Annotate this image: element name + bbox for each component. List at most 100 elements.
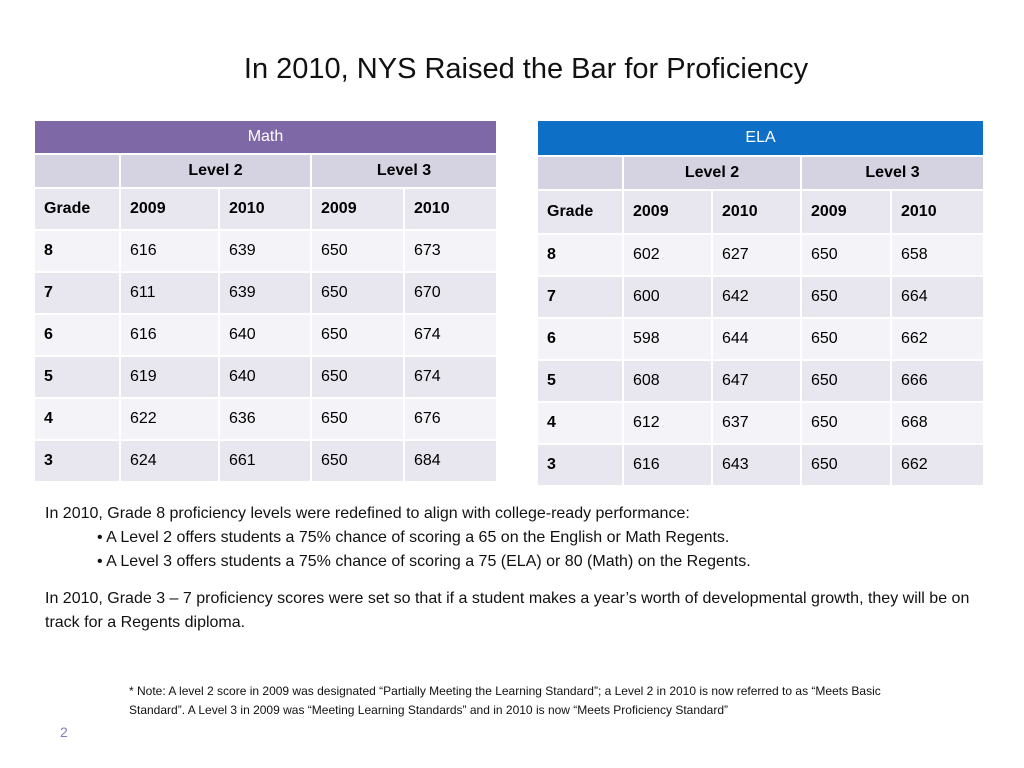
table-cell: 611 bbox=[119, 271, 220, 315]
table-cell: 650 bbox=[310, 313, 405, 357]
table-cell: 674 bbox=[403, 355, 498, 399]
column-header: 2009 bbox=[119, 187, 220, 231]
table-cell: 642 bbox=[711, 275, 802, 319]
ela-table-title: ELA bbox=[535, 119, 986, 157]
table-row: 8 616 639 650 673 bbox=[33, 229, 498, 273]
column-header: Grade bbox=[33, 187, 121, 231]
table-cell: 676 bbox=[403, 397, 498, 441]
table-cell: 668 bbox=[889, 401, 986, 445]
table-cell: 598 bbox=[622, 317, 713, 361]
table-row: 3 624 661 650 684 bbox=[33, 439, 498, 483]
math-table-title: Math bbox=[33, 119, 498, 155]
table-cell: 664 bbox=[889, 275, 986, 319]
table-row: 7 611 639 650 670 bbox=[33, 271, 498, 315]
table-cell: 650 bbox=[800, 401, 892, 445]
math-level3-header: Level 3 bbox=[310, 153, 498, 189]
table-row: 5 608 647 650 666 bbox=[536, 359, 986, 403]
table-row: 6 598 644 650 662 bbox=[536, 317, 986, 361]
grade-cell: 5 bbox=[33, 355, 121, 399]
math-level2-header: Level 2 bbox=[119, 153, 312, 189]
table-cell: 670 bbox=[403, 271, 498, 315]
table-cell: 650 bbox=[310, 397, 405, 441]
table-row: 7 600 642 650 664 bbox=[536, 275, 986, 319]
table-cell: 647 bbox=[711, 359, 802, 403]
table-cell: 644 bbox=[711, 317, 802, 361]
page-number: 2 bbox=[60, 724, 68, 740]
table-cell: 666 bbox=[889, 359, 986, 403]
table-cell: 661 bbox=[218, 439, 312, 483]
table-cell: 608 bbox=[622, 359, 713, 403]
footnote: * Note: A level 2 score in 2009 was desi… bbox=[129, 682, 1024, 720]
table-cell: 616 bbox=[622, 443, 713, 487]
table-cell: 650 bbox=[800, 233, 892, 277]
table-cell: 650 bbox=[310, 355, 405, 399]
grade-cell: 6 bbox=[33, 313, 121, 357]
slide-title: In 2010, NYS Raised the Bar for Proficie… bbox=[243, 53, 809, 85]
table-cell: 616 bbox=[119, 229, 220, 273]
table-cell: 640 bbox=[218, 313, 312, 357]
table-cell: 637 bbox=[711, 401, 802, 445]
bullet-level2: • A Level 2 offers students a 75% chance… bbox=[97, 529, 730, 546]
ela-table: ELA Level 2 Level 3 Grade 2009 2010 2009… bbox=[535, 119, 986, 487]
table-cell: 662 bbox=[889, 443, 986, 487]
table-cell: 650 bbox=[310, 271, 405, 315]
footnote-line-2: Standard”. A Level 3 in 2009 was “Meetin… bbox=[129, 703, 729, 717]
grade-cell: 7 bbox=[536, 275, 624, 319]
table-cell: 616 bbox=[119, 313, 220, 357]
table-cell: 627 bbox=[711, 233, 802, 277]
grade-cell: 4 bbox=[33, 397, 121, 441]
column-header: 2010 bbox=[711, 189, 802, 235]
growth-paragraph: In 2010, Grade 3 – 7 proficiency scores … bbox=[45, 590, 970, 631]
ela-level3-header: Level 3 bbox=[799, 155, 986, 191]
table-cell: 619 bbox=[119, 355, 220, 399]
grade-cell: 8 bbox=[536, 233, 624, 277]
table-cell: 650 bbox=[310, 229, 405, 273]
table-cell: 650 bbox=[800, 275, 892, 319]
column-header: 2010 bbox=[403, 187, 498, 231]
table-cell: 643 bbox=[711, 443, 802, 487]
footnote-line-1: * Note: A level 2 score in 2009 was desi… bbox=[129, 684, 881, 698]
table-cell: 650 bbox=[800, 443, 892, 487]
table-row: 3 616 643 650 662 bbox=[536, 443, 986, 487]
table-cell: 639 bbox=[218, 271, 312, 315]
table-cell: 650 bbox=[800, 359, 892, 403]
column-header: Grade bbox=[536, 189, 624, 235]
column-header: 2010 bbox=[218, 187, 312, 231]
table-cell: 624 bbox=[119, 439, 220, 483]
table-row: 8 602 627 650 658 bbox=[536, 233, 986, 277]
table-cell: 602 bbox=[622, 233, 713, 277]
bullet-level3: • A Level 3 offers students a 75% chance… bbox=[97, 553, 751, 570]
math-table: Math Level 2 Level 3 Grade 2009 2010 200… bbox=[33, 119, 498, 483]
table-cell: 600 bbox=[622, 275, 713, 319]
body-text: In 2010, Grade 8 proficiency levels were… bbox=[45, 502, 1005, 635]
table-cell: 612 bbox=[622, 401, 713, 445]
table-row: 4 622 636 650 676 bbox=[33, 397, 498, 441]
table-cell: 674 bbox=[403, 313, 498, 357]
level-header-blank bbox=[33, 153, 121, 189]
column-header: 2009 bbox=[800, 189, 892, 235]
table-cell: 639 bbox=[218, 229, 312, 273]
table-row: 4 612 637 650 668 bbox=[536, 401, 986, 445]
level-header-blank bbox=[536, 155, 624, 191]
grade-cell: 6 bbox=[536, 317, 624, 361]
table-cell: 658 bbox=[889, 233, 986, 277]
table-cell: 684 bbox=[403, 439, 498, 483]
table-cell: 622 bbox=[119, 397, 220, 441]
column-header: 2009 bbox=[622, 189, 713, 235]
table-cell: 650 bbox=[310, 439, 405, 483]
grade-cell: 8 bbox=[33, 229, 121, 273]
table-row: 6 616 640 650 674 bbox=[33, 313, 498, 357]
grade-cell: 3 bbox=[536, 443, 624, 487]
table-cell: 636 bbox=[218, 397, 312, 441]
grade-cell: 7 bbox=[33, 271, 121, 315]
table-cell: 673 bbox=[403, 229, 498, 273]
table-cell: 640 bbox=[218, 355, 312, 399]
column-header: 2010 bbox=[889, 189, 986, 235]
table-row: 5 619 640 650 674 bbox=[33, 355, 498, 399]
table-cell: 662 bbox=[889, 317, 986, 361]
grade-cell: 4 bbox=[536, 401, 624, 445]
grade-cell: 3 bbox=[33, 439, 121, 483]
grade-cell: 5 bbox=[536, 359, 624, 403]
table-cell: 650 bbox=[800, 317, 892, 361]
ela-level2-header: Level 2 bbox=[622, 155, 802, 191]
